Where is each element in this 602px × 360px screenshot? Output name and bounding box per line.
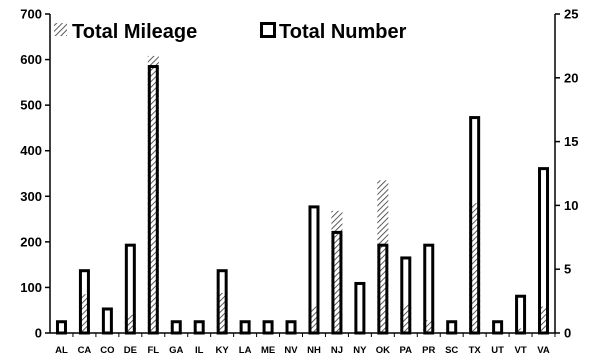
category-label: NV [284,345,298,356]
left-tick-label: 500 [20,98,42,113]
left-tick-label: 400 [20,143,42,158]
bar-total-number-de [124,243,136,335]
bar-total-number-va [538,167,550,335]
legend-label-total-number: Total Number [279,21,407,43]
category-label: NY [353,345,367,356]
bar-total-number-nh [308,205,320,335]
bar-total-mileage-ok [377,180,389,333]
category-label: GA [169,345,183,356]
bar-total-number-vt [515,294,527,335]
right-tick-label: 0 [564,326,571,341]
category-label: UT [491,345,504,356]
category-label: AL [55,345,68,356]
right-tick-label: 15 [564,134,578,149]
category-label: ME [261,345,275,356]
left-tick-label: 700 [20,7,42,22]
left-tick-label: 100 [20,280,42,295]
bar-total-number-me [262,320,274,335]
bar-total-number-ny [354,281,366,335]
bar-total-mileage-vt [515,328,527,333]
category-label: TX [469,345,482,356]
bar-total-number-nj [331,230,343,335]
category-label: DE [124,345,137,356]
right-axis-ticks: 0 5 10 15 20 25 [555,7,578,341]
bar-total-mileage-nh [308,306,320,333]
category-label: PR [422,345,435,356]
category-labels: AL CA CO DE FL GA IL KY LA ME NV NH NJ NY OK PA PR SC TX UT… [55,345,550,356]
category-label: IL [195,345,204,356]
bar-total-mileage-fl [147,55,159,333]
category-label: VT [514,345,526,356]
bar-total-number-ky [216,269,228,335]
bar-total-number-ok [377,243,389,335]
category-label: LA [239,345,252,356]
bar-total-number-pa [400,256,412,335]
category-label: VA [537,345,550,356]
legend-swatch-total-number [260,22,276,38]
bar-total-number-co [101,307,113,335]
category-label: NJ [331,345,343,356]
category-label: KY [216,345,230,356]
bar-total-mileage-ky [216,292,228,333]
left-tick-label: 200 [20,234,42,249]
bar-total-number-al [55,320,67,335]
right-tick-label: 5 [564,262,571,277]
category-label: SC [445,345,458,356]
bar-total-mileage-de [124,314,136,333]
bars [55,55,556,337]
bar-total-mileage-tx [469,203,481,333]
category-label: PA [400,345,413,356]
left-tick-label: 600 [20,52,42,67]
bar-total-mileage-va [538,306,550,333]
bar-total-number-il [193,320,205,335]
right-tick-label: 10 [564,198,578,213]
legend-label-total-mileage: Total Mileage [72,21,197,43]
left-axis-ticks: 0 100 200 300 400 500 600 700 [20,7,50,341]
left-tick-label: 300 [20,189,42,204]
category-label: OK [376,345,390,356]
bar-total-number-la [239,320,251,335]
right-tick-label: 25 [564,7,578,22]
bar-total-mileage-nj [331,210,343,333]
category-label: NH [307,345,321,356]
bar-total-number-ca [78,269,90,335]
bar-total-number-ut [492,320,504,335]
bar-total-number-nv [285,320,297,335]
bar-total-number-sc [446,320,458,335]
category-label: FL [147,345,159,356]
bar-total-number-ga [170,320,182,335]
left-tick-label: 0 [35,326,42,341]
bar-total-mileage-pr [423,320,435,333]
legend: Total Mileage Total Number [54,21,407,43]
right-tick-label: 20 [564,70,578,85]
category-label: CO [100,345,114,356]
bar-total-number-tx [469,116,481,335]
bar-total-number-fl [147,65,159,335]
bar-total-mileage-pa [400,304,412,333]
legend-swatch-total-mileage [54,23,67,36]
category-label: CA [78,345,92,356]
bar-total-mileage-ca [78,294,90,333]
bar-total-number-pr [423,243,435,335]
